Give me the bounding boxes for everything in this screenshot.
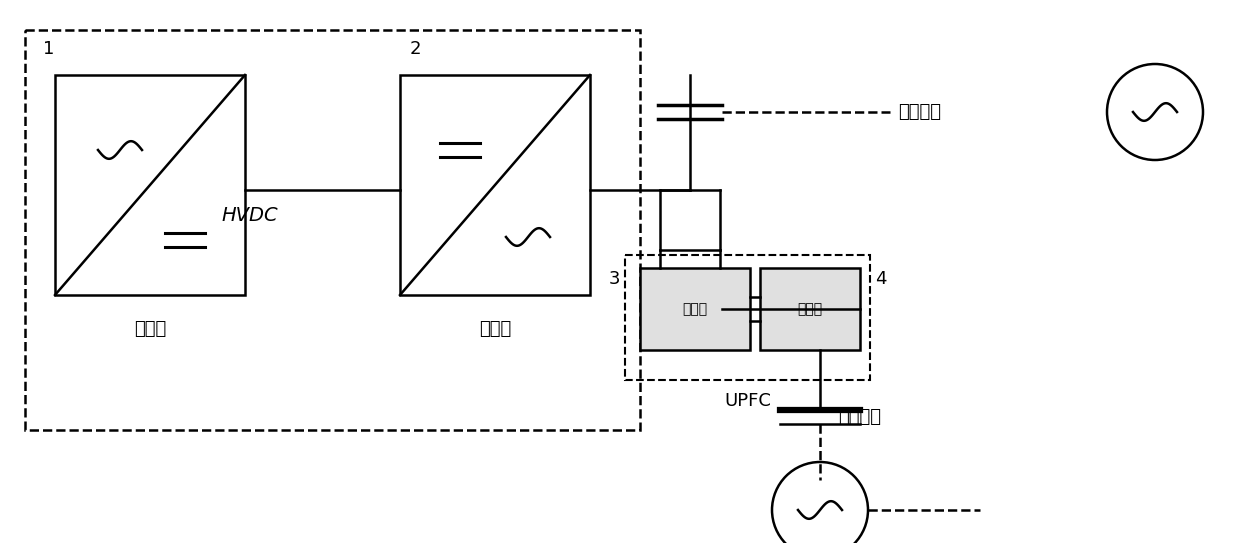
Bar: [760, 268, 861, 350]
Text: 3: 3: [609, 270, 620, 288]
Text: 交流母线: 交流母线: [898, 103, 941, 121]
Bar: [640, 268, 750, 350]
Text: 逆变站: 逆变站: [479, 320, 511, 338]
Text: 2: 2: [410, 40, 422, 58]
Bar: [401, 75, 590, 295]
Bar: [55, 75, 246, 295]
Text: HVDC: HVDC: [222, 205, 278, 224]
Text: 1: 1: [43, 40, 55, 58]
Bar: [25, 30, 640, 430]
Text: 串联侧: 串联侧: [797, 302, 822, 316]
Text: 并联侧: 并联侧: [682, 302, 708, 316]
Text: UPFC: UPFC: [724, 392, 771, 410]
Text: 整流站: 整流站: [134, 320, 166, 338]
Text: 4: 4: [875, 270, 887, 288]
Text: 交流母线: 交流母线: [838, 408, 880, 426]
Bar: [625, 255, 870, 380]
